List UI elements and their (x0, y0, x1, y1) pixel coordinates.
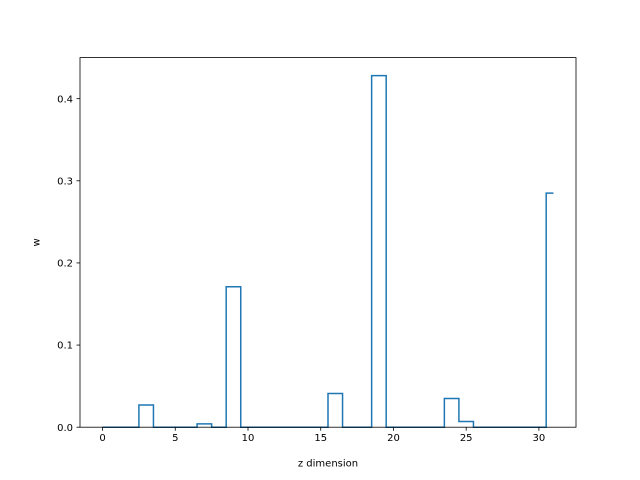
y-axis-label: w (32, 238, 43, 246)
y-tick-label: 0.1 (57, 341, 73, 352)
x-tick-label: 15 (314, 433, 327, 444)
y-tick-label: 0.3 (57, 176, 73, 187)
x-tick-label: 25 (460, 433, 473, 444)
x-axis-label: z dimension (298, 459, 358, 470)
y-ticks: 0.0 0.1 0.2 0.3 0.4 (57, 94, 80, 434)
y-tick-label: 0.2 (57, 259, 73, 270)
x-tick-label: 0 (99, 433, 105, 444)
axes-frame (79, 57, 577, 428)
x-tick-label: 20 (387, 433, 400, 444)
y-tick-label: 0.0 (57, 423, 73, 434)
x-tick-label: 5 (172, 433, 178, 444)
x-tick-label: 10 (242, 433, 255, 444)
axes-layer (79, 57, 577, 428)
x-tick-label: 30 (533, 433, 546, 444)
y-tick-label: 0.4 (57, 94, 73, 105)
x-ticks: 0 5 10 15 20 25 30 (99, 427, 545, 444)
